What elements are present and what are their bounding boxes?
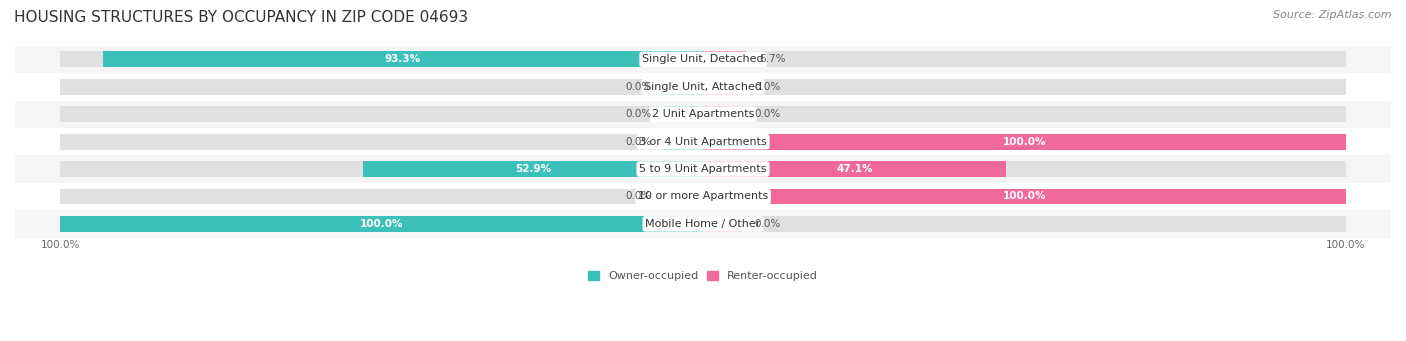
Bar <box>103 51 703 67</box>
Bar <box>15 155 1391 183</box>
Text: 0.0%: 0.0% <box>626 109 651 119</box>
Text: Single Unit, Attached: Single Unit, Attached <box>644 82 762 92</box>
Bar <box>703 106 1346 122</box>
Bar <box>60 51 703 67</box>
Text: 100.0%: 100.0% <box>1002 191 1046 202</box>
Bar <box>665 134 703 150</box>
Bar <box>703 189 1346 204</box>
Text: 0.0%: 0.0% <box>626 82 651 92</box>
Bar <box>703 106 741 122</box>
Text: 6.7%: 6.7% <box>759 55 786 64</box>
Bar <box>60 189 703 204</box>
Text: 47.1%: 47.1% <box>837 164 873 174</box>
Bar <box>703 216 741 232</box>
Bar <box>703 134 1346 150</box>
Text: Single Unit, Detached: Single Unit, Detached <box>643 55 763 64</box>
Text: 93.3%: 93.3% <box>385 55 422 64</box>
Text: 10 or more Apartments: 10 or more Apartments <box>638 191 768 202</box>
Text: 2 Unit Apartments: 2 Unit Apartments <box>652 109 754 119</box>
Bar <box>703 79 1346 95</box>
Bar <box>60 79 703 95</box>
Text: Source: ZipAtlas.com: Source: ZipAtlas.com <box>1274 10 1392 20</box>
Bar <box>60 106 703 122</box>
Bar <box>15 210 1391 238</box>
Bar <box>60 161 703 177</box>
Bar <box>363 161 703 177</box>
Text: 5 to 9 Unit Apartments: 5 to 9 Unit Apartments <box>640 164 766 174</box>
Bar <box>665 79 703 95</box>
Bar <box>703 51 747 67</box>
Bar <box>15 101 1391 128</box>
Text: HOUSING STRUCTURES BY OCCUPANCY IN ZIP CODE 04693: HOUSING STRUCTURES BY OCCUPANCY IN ZIP C… <box>14 10 468 25</box>
Text: 52.9%: 52.9% <box>515 164 551 174</box>
Text: 3 or 4 Unit Apartments: 3 or 4 Unit Apartments <box>640 137 766 147</box>
Text: 0.0%: 0.0% <box>755 219 780 229</box>
Bar <box>15 183 1391 210</box>
Bar <box>60 134 703 150</box>
Text: 0.0%: 0.0% <box>755 109 780 119</box>
Bar <box>703 161 1346 177</box>
Text: 100.0%: 100.0% <box>1002 137 1046 147</box>
Bar <box>703 134 1346 150</box>
Bar <box>703 161 1005 177</box>
Bar <box>703 79 741 95</box>
Text: 0.0%: 0.0% <box>626 191 651 202</box>
Text: 100.0%: 100.0% <box>360 219 404 229</box>
Legend: Owner-occupied, Renter-occupied: Owner-occupied, Renter-occupied <box>583 267 823 286</box>
Bar <box>703 51 1346 67</box>
Bar <box>665 106 703 122</box>
Bar <box>15 73 1391 101</box>
Bar <box>60 216 703 232</box>
Text: Mobile Home / Other: Mobile Home / Other <box>645 219 761 229</box>
Text: 0.0%: 0.0% <box>626 137 651 147</box>
Bar <box>60 216 703 232</box>
Bar <box>665 189 703 204</box>
Bar <box>15 128 1391 155</box>
Bar <box>703 216 1346 232</box>
Bar <box>703 189 1346 204</box>
Bar <box>15 46 1391 73</box>
Text: 0.0%: 0.0% <box>755 82 780 92</box>
